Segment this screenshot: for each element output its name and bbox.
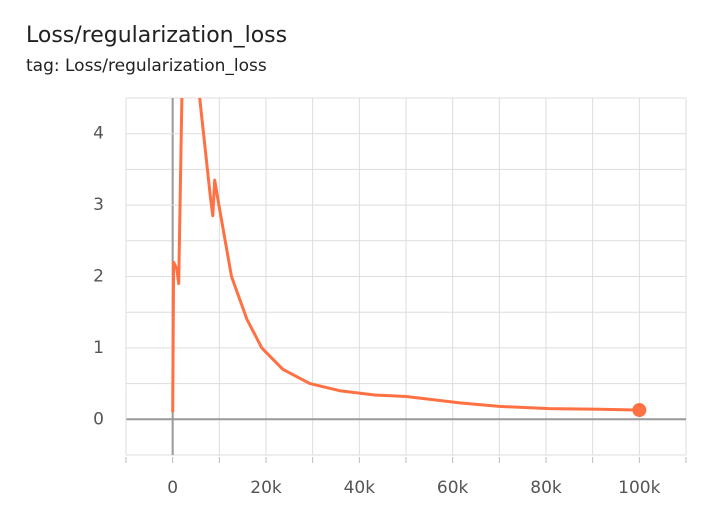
y-tick-label: 2 [93,267,104,287]
y-tick-label: 1 [93,338,104,358]
x-tick-label: 0 [167,478,178,498]
last-point [632,403,647,418]
y-tick-label: 4 [93,124,104,144]
x-tick-label: 60k [437,478,469,498]
y-tick-label: 0 [93,409,104,429]
x-tick-label: 40k [344,478,376,498]
x-tick-label: 80k [530,478,562,498]
x-tick-label: 100k [618,478,660,498]
chart-title: Loss/regularization_loss [26,23,287,48]
chart-subtitle: tag: Loss/regularization_loss [26,56,267,76]
y-tick-label: 3 [93,195,104,215]
x-tick-label: 20k [250,478,282,498]
data-line [171,98,640,413]
